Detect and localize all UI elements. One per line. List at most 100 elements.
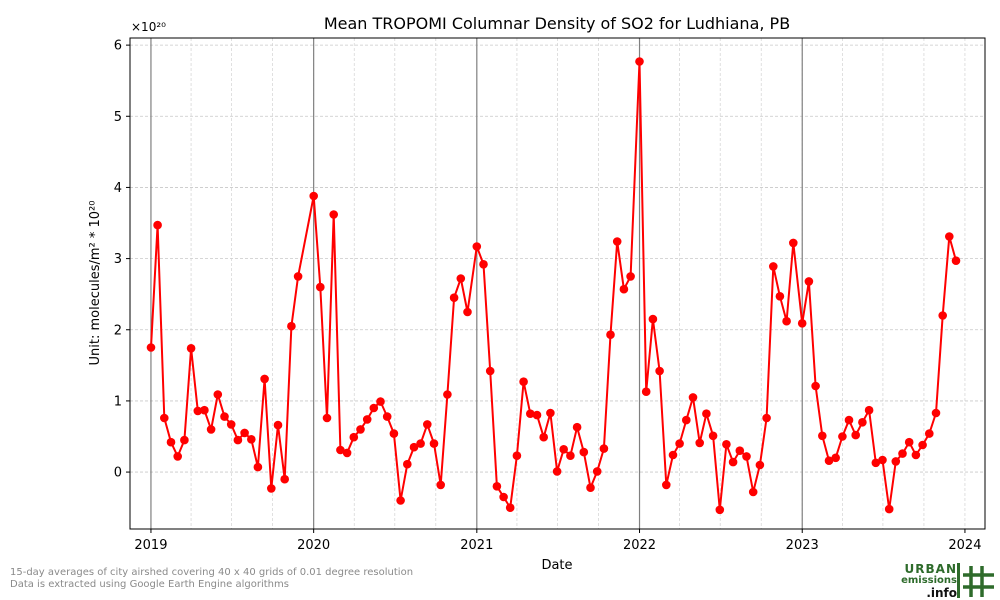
data-point	[316, 282, 325, 292]
data-point	[166, 437, 176, 447]
series-layer	[146, 57, 961, 515]
data-point	[748, 487, 758, 497]
data-point	[267, 484, 276, 493]
data-point	[472, 242, 482, 251]
data-point	[884, 504, 894, 514]
data-point	[951, 256, 961, 266]
data-point	[309, 191, 319, 201]
data-point	[904, 437, 914, 447]
logo-text-urban: URBAN	[904, 562, 957, 576]
data-point	[329, 210, 339, 219]
data-point	[592, 467, 602, 476]
data-point	[389, 429, 399, 438]
y-tick-label: 1	[114, 394, 122, 409]
data-point	[626, 272, 635, 281]
data-point	[336, 445, 345, 455]
data-point	[160, 413, 169, 423]
data-point	[280, 474, 290, 484]
data-point	[742, 452, 751, 461]
data-point	[898, 449, 907, 458]
data-point	[552, 467, 562, 476]
logo-text-emissions: emissions	[901, 575, 957, 586]
data-point	[695, 438, 704, 448]
data-point	[253, 462, 263, 472]
x-tick-label: 2023	[786, 538, 819, 553]
data-point	[146, 343, 156, 352]
data-point	[572, 422, 582, 432]
data-point	[403, 459, 412, 469]
data-point	[362, 415, 372, 424]
data-point	[449, 293, 459, 303]
data-point	[945, 232, 954, 241]
x-axis-ticks: 2019 2020 2021 2022 2023 2024	[134, 529, 981, 553]
data-point	[789, 238, 798, 248]
x-tick-label: 2024	[948, 538, 981, 553]
data-point	[349, 432, 359, 442]
data-point	[505, 503, 515, 512]
data-point	[463, 307, 472, 317]
data-point	[559, 445, 568, 454]
data-point	[436, 480, 446, 490]
data-point	[911, 450, 921, 460]
data-point	[499, 492, 508, 502]
data-point	[532, 410, 542, 420]
data-point	[775, 292, 785, 301]
data-point	[260, 374, 269, 384]
data-point	[818, 431, 827, 441]
data-point	[655, 366, 664, 376]
data-point	[824, 456, 834, 466]
x-tick-label: 2020	[297, 538, 330, 553]
data-point	[342, 448, 352, 458]
x-tick-label: 2021	[460, 538, 493, 553]
data-point	[173, 452, 182, 461]
data-point	[429, 439, 439, 448]
data-point	[240, 428, 249, 438]
logo-text-info: .info	[926, 586, 957, 600]
data-point	[546, 408, 555, 418]
data-point	[858, 418, 867, 427]
data-point	[612, 237, 622, 246]
data-point	[755, 460, 765, 470]
data-point	[356, 425, 365, 434]
data-point	[416, 439, 425, 448]
y-axis-ticks: 0 1 2 3 4 5 6	[114, 39, 130, 481]
data-point	[931, 408, 941, 418]
data-point	[838, 432, 847, 441]
plot-frame	[129, 37, 986, 530]
data-point	[273, 420, 283, 430]
data-point	[782, 316, 791, 326]
data-point	[293, 272, 303, 281]
data-point	[423, 420, 432, 429]
data-point	[512, 451, 522, 461]
data-point	[382, 412, 392, 421]
data-point	[831, 453, 840, 463]
data-point	[769, 262, 778, 271]
data-point	[526, 409, 535, 419]
data-point	[322, 413, 332, 423]
data-point	[688, 393, 698, 402]
data-point	[891, 457, 901, 466]
data-point	[396, 496, 405, 505]
data-point	[586, 483, 595, 493]
x-axis-label: Date	[541, 558, 572, 573]
data-point	[938, 311, 947, 320]
data-point	[376, 397, 385, 406]
data-point	[864, 405, 874, 415]
data-point	[443, 390, 452, 399]
x-tick-label: 2022	[623, 538, 656, 553]
y-axis-label: Unit: molecules/m² * 10²⁰	[88, 201, 103, 366]
data-point	[193, 406, 203, 416]
y-axis-multiplier: ×10²⁰	[131, 20, 166, 34]
data-point	[925, 429, 934, 438]
data-point	[287, 321, 296, 331]
data-point	[648, 314, 658, 324]
data-point	[708, 431, 718, 441]
data-point	[635, 57, 644, 66]
data-point	[797, 319, 807, 328]
year-lines	[150, 38, 803, 529]
data-point	[728, 457, 738, 467]
y-tick-label: 6	[114, 39, 122, 54]
data-point	[662, 480, 671, 490]
data-point	[844, 415, 854, 425]
data-point	[606, 330, 615, 340]
